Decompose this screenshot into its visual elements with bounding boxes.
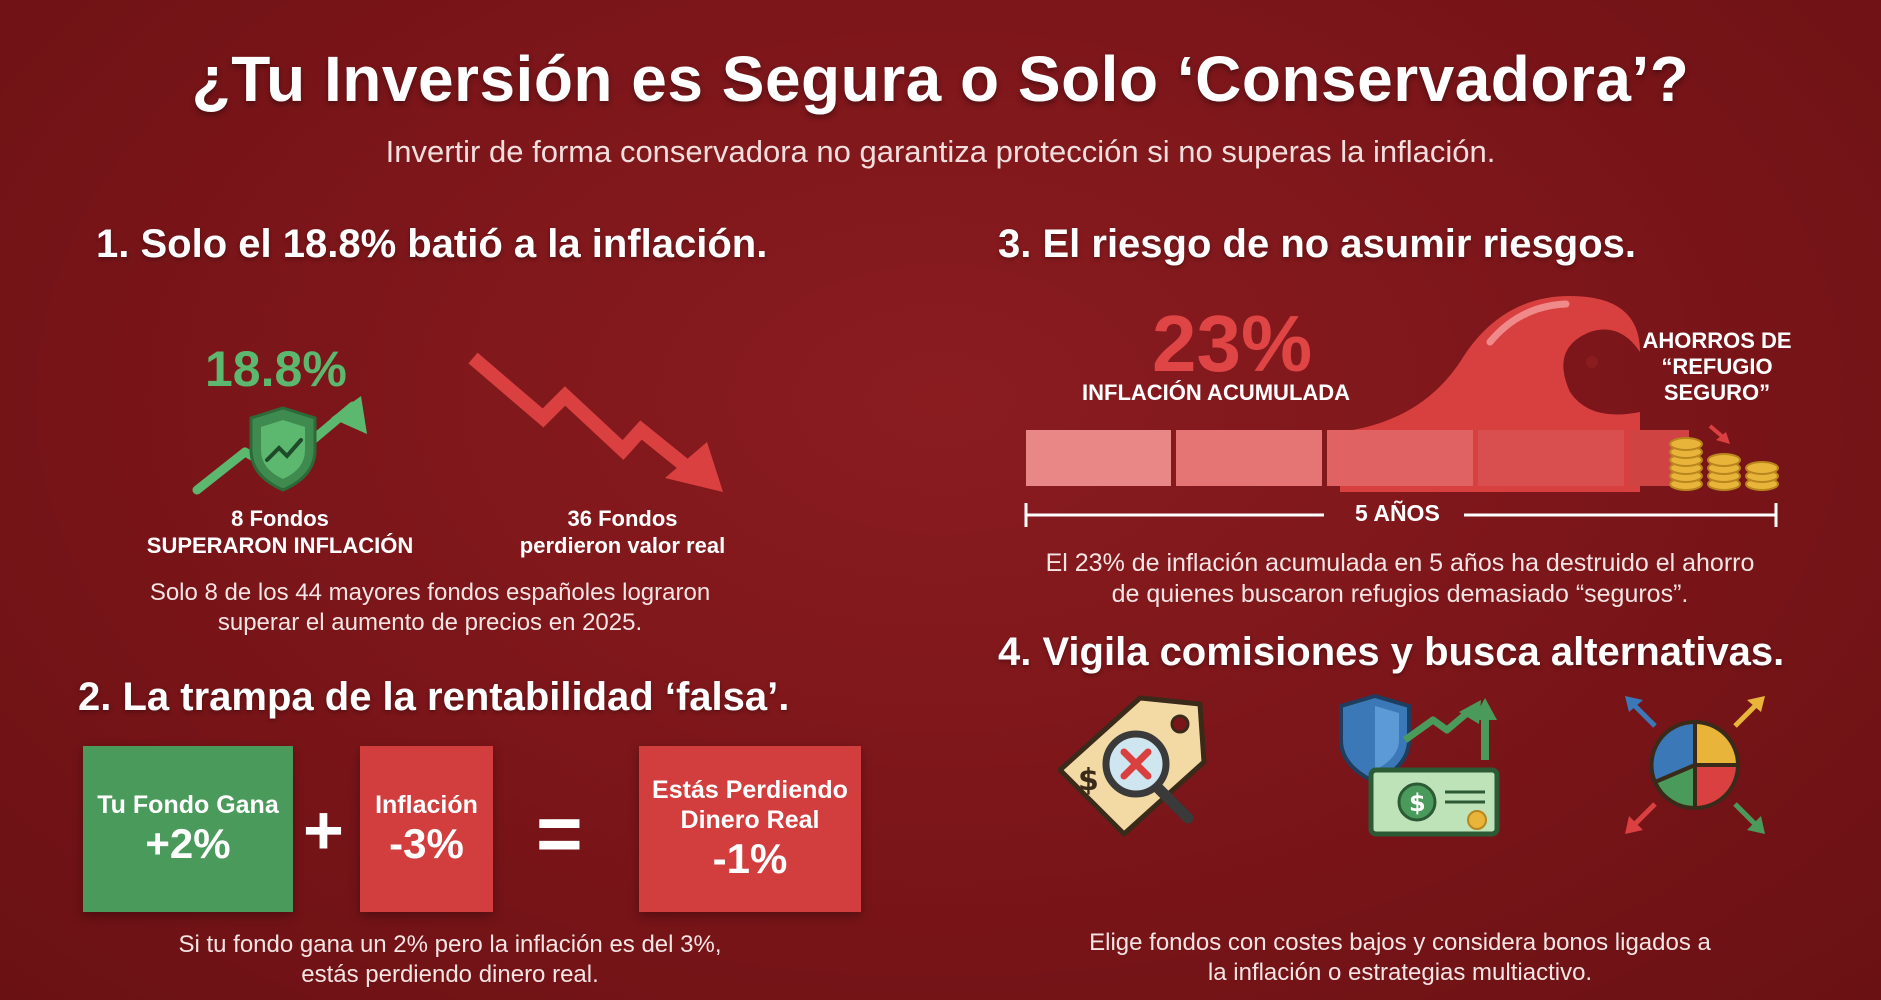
section4-text-line1: Elige fondos con costes bajos y consider… (1089, 929, 1711, 956)
savings-label-line1: AHORROS DE (1642, 328, 1792, 353)
page-subtitle: Invertir de forma conservadora no garant… (385, 134, 1496, 169)
five-year-span-line (1024, 503, 1778, 527)
section2-text-line1: Si tu fondo gana un 2% pero la inflación… (178, 931, 722, 958)
section3-heading: 3. El riesgo de no asumir riesgos. (998, 222, 1636, 266)
section2-text-line2: estás perdiendo dinero real. (301, 961, 599, 988)
svg-text:$: $ (1078, 763, 1099, 798)
section3-text-line1: El 23% de inflación acumulada en 5 años … (1045, 549, 1755, 577)
plus-sign: + (303, 791, 344, 869)
down-caption-line1: 36 Fondos (567, 506, 678, 531)
section4-text-line2: la inflación o estrategias multiactivo. (1207, 959, 1593, 986)
fund-gain-label: Tu Fondo Gana (97, 791, 279, 819)
success-percent: 18.8% (205, 341, 347, 397)
section4-heading: 4. Vigila comisiones y busca alternativa… (998, 630, 1785, 674)
coin-stacks-icon (1669, 424, 1779, 491)
loss-value: -1% (712, 835, 788, 882)
savings-label-line2: “REFUGIO (1661, 354, 1773, 379)
shield-banknote-growth-icon: $ (1339, 693, 1500, 837)
loss-box: Estás Perdiendo Dinero Real -1% (639, 746, 861, 912)
fund-gain-value: +2% (145, 820, 231, 867)
section4-text: Elige fondos con costes bajos y consider… (1000, 928, 1800, 988)
savings-label: AHORROS DE “REFUGIO SEGURO” (1632, 328, 1802, 406)
bar-segment-1 (1026, 430, 1171, 486)
loss-label-line2: Dinero Real (680, 806, 820, 834)
section2-text: Si tu fondo gana un 2% pero la inflación… (100, 930, 800, 990)
five-years-label: 5 AÑOS (1355, 500, 1440, 526)
inflation-value: -3% (389, 820, 464, 867)
inflation-percent-label: INFLACIÓN ACUMULADA (1082, 380, 1351, 405)
section1-text: Solo 8 de los 44 mayores fondos españole… (80, 578, 780, 638)
section3-text: El 23% de inflación acumulada en 5 años … (1000, 548, 1800, 610)
loss-label-line1: Estás Perdiendo (652, 776, 848, 804)
savings-label-line3: SEGURO” (1663, 380, 1771, 405)
inflation-box: Inflación -3% (360, 746, 493, 912)
equals-sign: = (536, 789, 583, 878)
bar-segment-3 (1327, 430, 1473, 486)
down-caption-line2: perdieron valor real (519, 533, 726, 558)
section3-text-line2: de quienes buscaron refugios demasiado “… (1111, 580, 1689, 608)
page-title: ¿Tu Inversión es Segura o Solo ‘Conserva… (191, 43, 1690, 115)
section2-heading: 2. La trampa de la rentabilidad ‘falsa’. (78, 675, 790, 719)
inflation-percent: 23% (1152, 299, 1313, 388)
shield-growth-icon (192, 396, 367, 495)
section1-text-line2: superar el aumento de precios en 2025. (217, 609, 643, 636)
bar-segment-4 (1478, 430, 1624, 486)
bar-segment-2 (1176, 430, 1322, 486)
fund-gain-box: Tu Fondo Gana +2% (83, 746, 293, 912)
down-caption: 36 Fondos perdieron valor real (480, 505, 765, 559)
price-tag-magnifier-icon: $ (1057, 695, 1207, 837)
down-trend-arrow-icon (468, 352, 723, 492)
inflation-label: Inflación (375, 791, 478, 819)
svg-text:$: $ (1409, 789, 1426, 817)
section1-heading: 1. Solo el 18.8% batió a la inflación. (96, 222, 768, 266)
up-caption-line1: 8 Fondos (231, 506, 329, 531)
pie-chart-diversify-icon (1625, 696, 1765, 834)
up-caption-line2: SUPERARON INFLACIÓN (146, 533, 414, 558)
up-caption: 8 Fondos SUPERARON INFLACIÓN (130, 505, 430, 559)
section1-text-line1: Solo 8 de los 44 mayores fondos españole… (149, 579, 711, 606)
